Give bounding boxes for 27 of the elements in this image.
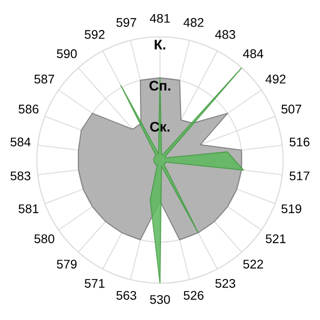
spoke-label: 592 <box>84 30 104 39</box>
spoke-label: 580 <box>34 234 54 244</box>
spoke-label: 483 <box>215 30 236 39</box>
spoke-label: 590 <box>56 49 77 58</box>
spoke-label: 584 <box>10 138 31 146</box>
spoke-label: 522 <box>243 260 264 269</box>
spoke-label: 519 <box>282 204 302 214</box>
spoke-label: 507 <box>282 104 302 114</box>
spoke-label: 481 <box>150 14 170 23</box>
spoke-label: 571 <box>84 279 104 288</box>
spoke-label: 581 <box>18 204 38 214</box>
spoke-label: 492 <box>266 74 286 84</box>
spoke-label: 579 <box>56 260 77 269</box>
spoke-label: 563 <box>116 290 136 300</box>
y-tick-label: К. <box>154 40 166 50</box>
spoke-label: 482 <box>184 18 204 27</box>
spoke-label: 587 <box>34 74 54 84</box>
spoke-label: 516 <box>290 138 310 146</box>
spoke-label: 586 <box>18 104 38 114</box>
spoke-label: 517 <box>290 172 310 180</box>
spoke-label: 597 <box>116 18 136 27</box>
spoke-label: 583 <box>10 171 30 180</box>
spoke-label: 484 <box>243 49 264 58</box>
spoke-label: 526 <box>184 290 204 300</box>
spoke-label: 530 <box>150 295 170 304</box>
spoke-label: 523 <box>215 278 236 288</box>
spoke-label: 521 <box>266 234 286 244</box>
